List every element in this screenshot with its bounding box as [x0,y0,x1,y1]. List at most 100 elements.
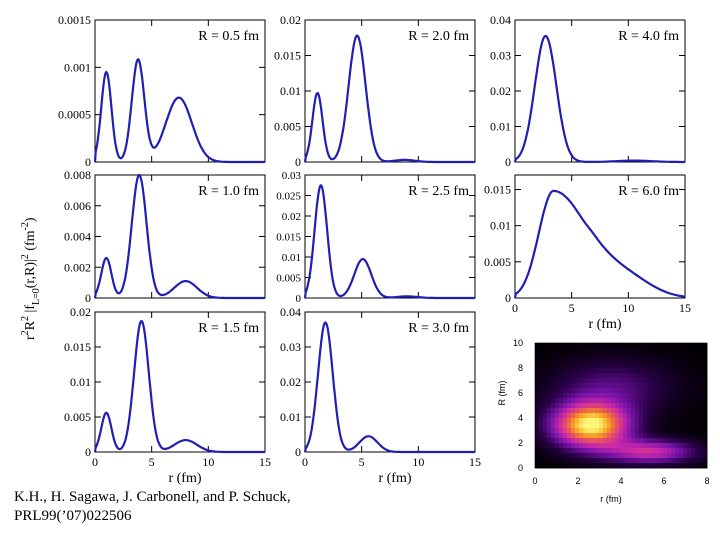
heatmap-cell [671,408,676,414]
heatmap-cell [607,353,612,359]
heatmap-cell [655,418,660,424]
heatmap-cell [659,363,664,369]
heatmap-cell [691,383,696,389]
heatmap-cell [635,438,640,444]
heatmap-cell [703,403,708,409]
heatmap-cell [551,393,556,399]
heatmap-cell [695,368,700,374]
heatmap-cell [583,453,588,459]
heatmap-cell [559,403,564,409]
heatmap-cell [695,408,700,414]
y-tick-label: 0.03 [280,340,301,354]
heatmap-cell [587,343,592,349]
heatmap-cell [651,383,656,389]
heatmap-cell [611,353,616,359]
heatmap-cell [587,373,592,379]
heatmap-cell [575,463,580,469]
heatmap-cell [639,418,644,424]
heatmap-cell [579,348,584,354]
heatmap-cell [663,378,668,384]
heatmap-cell [659,398,664,404]
heatmap-cell [599,343,604,349]
y-tick-label: 0.04 [280,305,301,319]
heatmap-cell [695,393,700,399]
x-tick-label: 10 [622,301,634,315]
heatmap-cell [627,358,632,364]
heatmap-cell [671,383,676,389]
heatmap-cell [555,453,560,459]
heatmap-cell [639,408,644,414]
heatmap-cell [559,358,564,364]
heatmap-cell [595,353,600,359]
heatmap-cell [595,438,600,444]
y-axis-label-part: |f [23,305,38,316]
heatmap-cell [643,428,648,434]
heatmap-cell [623,413,628,419]
heatmap-cell [563,428,568,434]
heatmap-cell [567,453,572,459]
heatmap-cell [547,353,552,359]
heatmap-cell [695,353,700,359]
heatmap-cell [547,463,552,469]
heatmap-cell [567,383,572,389]
heatmap-cell [623,403,628,409]
heatmap-cell [563,413,568,419]
heatmap-cell [571,353,576,359]
panel-label: R = 4.0 fm [618,29,679,44]
heatmap-cell [547,398,552,404]
heatmap-cell [567,428,572,434]
heatmap-cell [659,453,664,459]
heatmap-cell [591,433,596,439]
heatmap-cell [655,343,660,349]
heatmap-cell [555,448,560,454]
heatmap-cell [607,433,612,439]
heatmap-cell [651,463,656,469]
heatmap-cell [539,433,544,439]
heatmap-cell [643,463,648,469]
heatmap-cell [639,453,644,459]
heatmap-cell [591,423,596,429]
heatmap-cell [611,423,616,429]
x-tick-label: 5 [359,455,365,469]
heatmap-cell [567,348,572,354]
heatmap-cell [655,403,660,409]
heatmap-cell [623,373,628,379]
heatmap-cell [643,393,648,399]
heatmap-cell [551,413,556,419]
heatmap-cell [699,393,704,399]
heatmap-cell [587,363,592,369]
heatmap-cell [647,423,652,429]
heatmap-cell [575,443,580,449]
heatmap-cell [575,353,580,359]
heatmap-cell [675,433,680,439]
heatmap-cell [703,453,708,459]
heatmap-cell [619,443,624,449]
y-tick-label: 0.005 [484,255,511,269]
heatmap-cell [591,368,596,374]
heatmap-cell [579,343,584,349]
heatmap-cell [587,443,592,449]
heatmap-cell [655,463,660,469]
heatmap-cell [587,368,592,374]
panel-R4.0: 0 0.01 0.02 0.03 0.04 R = 4.0 fm [490,13,686,169]
heatmap-cell [699,408,704,414]
y-tick-label: 0.015 [64,340,91,354]
heatmap-cell [639,398,644,404]
heatmap-cell [675,358,680,364]
heatmap-cell [639,368,644,374]
heatmap-cell [575,403,580,409]
heatmap-cell [535,353,540,359]
heatmap-cell [695,358,700,364]
heatmap-cell [691,343,696,349]
heatmap-cell [655,353,660,359]
heatmap-cell [639,423,644,429]
heatmap-cell [655,428,660,434]
heatmap-cell [571,418,576,424]
heatmap-cell [583,378,588,384]
heatmap-cell [699,458,704,464]
heatmap-cell [539,348,544,354]
heatmap-cell [587,403,592,409]
heatmap-cell [683,373,688,379]
heatmap-x-tick-label: 6 [661,476,666,486]
heatmap-cell [559,433,564,439]
